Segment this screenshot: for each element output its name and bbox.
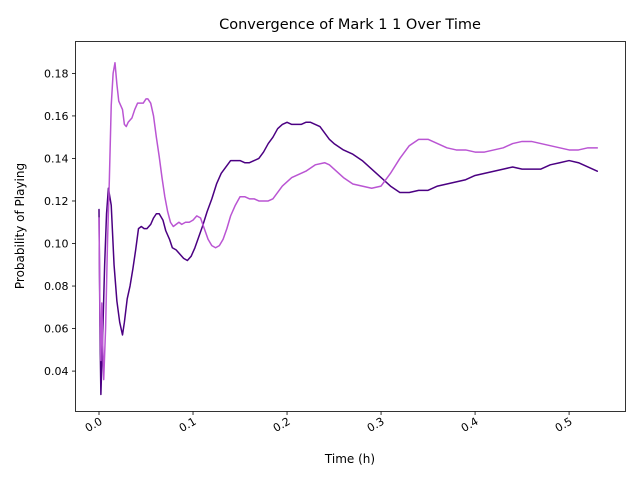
- y-tick-label: 0.06: [44, 323, 69, 336]
- axes-frame: [75, 41, 626, 412]
- series-line-1: [98, 121, 599, 396]
- y-axis: 0.04 0.06 0.08 0.10 0.12 0.14 0.16 0.18: [44, 67, 76, 378]
- chart-title: Convergence of Mark 1 1 Over Time: [219, 17, 481, 33]
- y-tick-label: 0.16: [44, 110, 69, 123]
- y-tick-label: 0.18: [44, 67, 69, 80]
- y-tick-label: 0.10: [44, 238, 69, 251]
- y-tick-label: 0.04: [44, 365, 69, 378]
- y-axis-label: Probability of Playing: [13, 163, 27, 289]
- x-axis-label: Time (h): [324, 452, 375, 466]
- series-line-2: [98, 62, 599, 381]
- y-tick-label: 0.08: [44, 280, 69, 293]
- y-tick-label: 0.12: [44, 195, 69, 208]
- y-tick-label: 0.14: [44, 152, 69, 165]
- series-layer: [98, 62, 599, 396]
